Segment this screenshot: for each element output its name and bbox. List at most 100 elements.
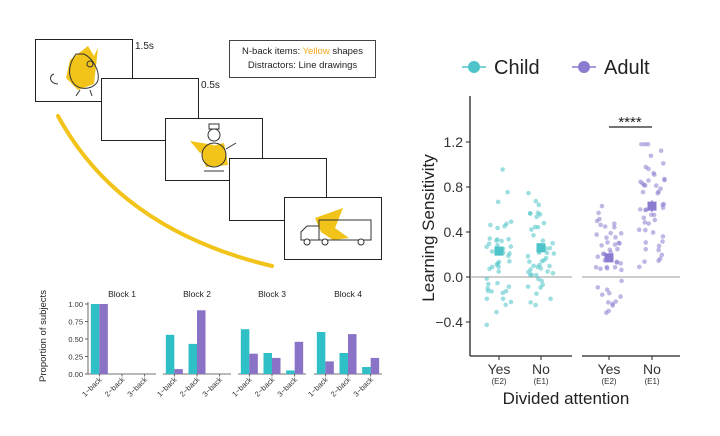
- data-point: [660, 239, 665, 244]
- bar-x-tick-label: 1−back: [306, 375, 330, 399]
- data-point: [533, 302, 538, 308]
- data-point: [551, 251, 557, 256]
- data-point: [485, 286, 490, 291]
- bar-y-tick-label: 0.25: [68, 353, 83, 362]
- data-point: [612, 224, 617, 230]
- bar-child: [286, 370, 295, 374]
- data-point: [618, 294, 623, 299]
- x-tick-label: No: [643, 361, 661, 377]
- data-point: [539, 278, 545, 284]
- data-point: [536, 276, 541, 282]
- duration-label-stimulus: 1.5s: [135, 41, 154, 52]
- bar-y-tick-label: 0.75: [68, 318, 83, 327]
- y-tick-label: −0.4: [435, 314, 463, 330]
- data-point: [653, 183, 659, 188]
- data-point: [486, 281, 491, 287]
- bar-child: [316, 332, 326, 374]
- data-point: [642, 259, 647, 264]
- data-point: [508, 244, 514, 249]
- data-point: [503, 302, 508, 308]
- bar-y-tick-label: 0.50: [68, 335, 83, 344]
- data-point: [488, 222, 493, 228]
- data-point: [651, 170, 656, 176]
- bar-adult: [272, 357, 281, 374]
- data-point: [596, 210, 601, 216]
- data-point: [646, 166, 651, 172]
- data-point: [605, 300, 611, 305]
- y-tick-label: 0.8: [444, 179, 464, 195]
- data-point: [527, 211, 533, 216]
- data-point: [495, 280, 500, 286]
- data-point: [619, 278, 624, 284]
- bar-x-tick-label: 1−back: [155, 375, 179, 399]
- data-point: [636, 227, 642, 233]
- data-point: [541, 220, 547, 226]
- data-point: [535, 224, 541, 230]
- data-point: [531, 233, 536, 238]
- data-point: [500, 167, 505, 172]
- data-point: [484, 276, 490, 281]
- bar-panel-title: Block 4: [334, 289, 362, 299]
- data-point: [610, 303, 615, 308]
- nback-bar-chart: Proportion of subjects Block 1 1.00 0.75 0.5…: [38, 289, 382, 399]
- data-point: [598, 222, 603, 228]
- stimulus-frame-5: [284, 197, 382, 260]
- bar-x-tick-label: 2−back: [329, 375, 353, 399]
- data-point: [525, 284, 531, 289]
- data-point: [550, 270, 556, 276]
- data-point: [495, 237, 500, 242]
- data-point: [537, 262, 542, 268]
- bar-x-tick-label: 1−back: [230, 375, 254, 399]
- mean-marker: [494, 246, 504, 256]
- data-point: [648, 153, 654, 159]
- data-point: [547, 263, 552, 269]
- data-point: [550, 240, 555, 246]
- data-point: [656, 243, 662, 249]
- data-point: [495, 199, 501, 205]
- task-note-prefix: N-back items:: [242, 46, 303, 57]
- bar-adult: [325, 361, 334, 374]
- task-note-line2: Distractors: Line drawings: [247, 60, 358, 71]
- bar-adult: [174, 369, 183, 374]
- x-tick-sublabel: (E1): [644, 377, 659, 386]
- data-point: [642, 141, 648, 147]
- data-point: [658, 148, 664, 154]
- data-point: [643, 240, 649, 245]
- bar-adult: [197, 310, 206, 374]
- data-point: [612, 221, 617, 226]
- data-point: [506, 284, 512, 290]
- data-point: [544, 250, 550, 256]
- bar-child: [263, 353, 272, 374]
- data-point: [639, 141, 644, 147]
- data-point: [604, 264, 610, 270]
- bar-child: [165, 334, 175, 374]
- data-point: [527, 259, 532, 264]
- bar-adult: [99, 304, 108, 374]
- data-point: [500, 290, 506, 296]
- data-point: [487, 266, 492, 272]
- x-axis-label: Divided attention: [503, 389, 630, 408]
- data-point: [540, 238, 546, 243]
- data-point: [486, 241, 492, 247]
- data-point: [548, 296, 553, 302]
- data-point: [660, 202, 665, 208]
- bar-child: [240, 329, 250, 374]
- data-point: [652, 217, 658, 223]
- bar-y-axis-label: Proportion of subjects: [38, 290, 49, 382]
- bar-x-tick-label: 3−back: [275, 375, 299, 399]
- data-point: [484, 322, 490, 328]
- data-point: [507, 259, 512, 264]
- data-point: [595, 285, 601, 290]
- data-point: [496, 264, 501, 270]
- bar-child: [90, 304, 100, 374]
- data-point: [599, 203, 605, 209]
- data-point: [656, 247, 661, 253]
- bar-x-tick-label: 2−back: [103, 375, 127, 399]
- data-point: [661, 161, 666, 166]
- y-tick-label: 1.2: [444, 134, 464, 150]
- data-point: [597, 216, 602, 222]
- data-point: [533, 198, 539, 204]
- data-point: [528, 300, 533, 305]
- legend-label: Child: [494, 57, 540, 79]
- data-point: [617, 241, 622, 246]
